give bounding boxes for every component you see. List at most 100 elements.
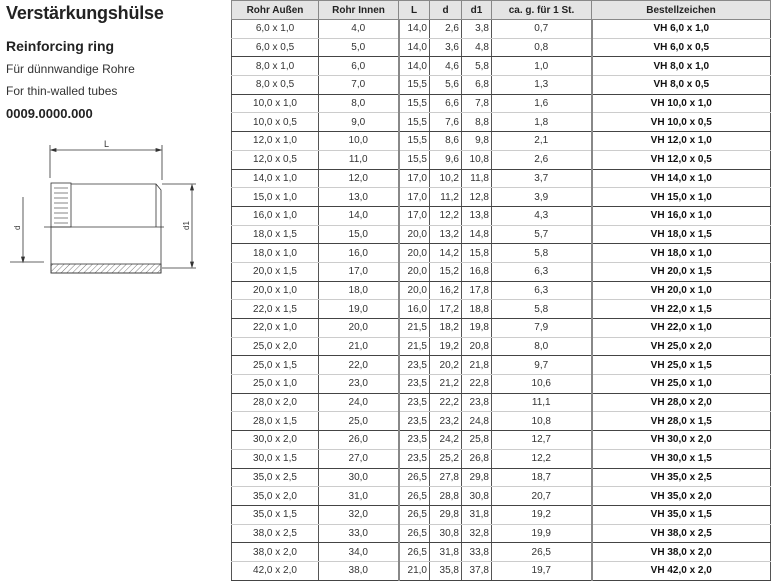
table-row: 18,0 x 1,0 16,0 20,0 14,2 15,8 5,8 VH 18,0 x 1… (231, 243, 771, 263)
table-cell: 17,0 (397, 169, 430, 189)
table-cell: 18,0 (318, 281, 399, 301)
table-cell: 26,5 (397, 486, 430, 506)
table-cell: 35,0 x 1,5 (231, 505, 319, 525)
table-cell: 11,2 (429, 187, 462, 207)
description-en: For thin-walled tubes (6, 84, 118, 98)
table-cell: 15,0 (318, 225, 399, 245)
table-cell: 4,8 (461, 38, 492, 58)
table-cell: 14,0 (397, 19, 430, 39)
table-cell: 33,8 (461, 542, 492, 562)
table-cell: 4,6 (429, 56, 462, 77)
table-cell: 26,0 (318, 430, 399, 450)
table-cell: 6,0 x 1,0 (231, 19, 319, 39)
table-row: 10,0 x 1,0 8,0 15,5 6,6 7,8 1,6 VH 10,0 x 1,0 (231, 94, 771, 114)
table-cell: 9,6 (429, 150, 462, 170)
table-cell: 12,7 (491, 430, 592, 450)
table-cell: 17,0 (397, 187, 430, 207)
table-cell: 1,8 (491, 112, 592, 133)
table-cell: 15,0 x 1,0 (231, 187, 319, 207)
table-cell: 32,0 (318, 505, 399, 525)
table-cell: 23,5 (397, 374, 430, 394)
table-cell: VH 25,0 x 1,5 (590, 355, 771, 376)
table-cell: 18,0 x 1,0 (231, 243, 319, 263)
table-cell: 16,0 (318, 243, 399, 263)
table-cell: 10,8 (461, 150, 492, 170)
table-cell: 6,8 (461, 75, 492, 95)
table-cell: 26,5 (491, 542, 592, 562)
column-header: Rohr Außen (231, 0, 319, 20)
table-cell: 20,0 x 1,0 (231, 281, 319, 301)
table-cell: 15,5 (397, 131, 430, 151)
table-cell: 13,2 (429, 225, 462, 245)
table-cell: 38,0 x 2,5 (231, 524, 319, 544)
table-cell: VH 28,0 x 1,5 (590, 411, 771, 432)
table-cell: 34,0 (318, 542, 399, 562)
table-cell: VH 42,0 x 2,0 (590, 561, 771, 581)
table-cell: 15,5 (397, 94, 430, 114)
table-cell: VH 20,0 x 1,0 (590, 281, 771, 301)
table-row: 12,0 x 1,0 10,0 15,5 8,6 9,8 2,1 VH 12,0 x 1,0 (231, 131, 771, 151)
table-cell: 20,0 (397, 281, 430, 301)
table-cell: 27,0 (318, 449, 399, 469)
table-cell: 35,0 x 2,0 (231, 486, 319, 506)
table-row: 25,0 x 2,0 21,0 21,5 19,2 20,8 8,0 VH 25,0 x 2… (231, 337, 771, 357)
table-cell: 21,5 (397, 318, 430, 338)
table-cell: 20,0 (397, 243, 430, 263)
table-cell: 23,2 (429, 411, 462, 432)
table-cell: 26,5 (397, 468, 430, 488)
table-cell: 17,0 (397, 206, 430, 226)
table-cell: 20,0 (318, 318, 399, 338)
table-cell: 26,8 (461, 449, 492, 469)
table-cell: 29,8 (429, 505, 462, 525)
table-cell: 8,0 (491, 337, 592, 357)
table-cell: VH 38,0 x 2,5 (590, 524, 771, 544)
table-cell: 4,0 (318, 19, 399, 39)
table-row: 35,0 x 2,5 30,0 26,5 27,8 29,8 18,7 VH 35,0 x … (231, 468, 771, 488)
table-cell: 22,8 (461, 374, 492, 394)
table-row: 35,0 x 2,0 31,0 26,5 28,8 30,8 20,7 VH 35,0 x … (231, 486, 771, 506)
table-cell: 10,0 x 0,5 (231, 112, 319, 133)
table-cell: 12,0 (318, 169, 399, 189)
table-cell: 15,5 (397, 150, 430, 170)
table-cell: 28,0 x 2,0 (231, 393, 319, 413)
table-cell: 26,5 (397, 505, 430, 525)
table-row: 16,0 x 1,0 14,0 17,0 12,2 13,8 4,3 VH 16,0 x 1… (231, 206, 771, 226)
table-cell: VH 25,0 x 2,0 (590, 337, 771, 357)
table-cell: 7,0 (318, 75, 399, 95)
table-row: 25,0 x 1,0 23,0 23,5 21,2 22,8 10,6 VH 25,0 x … (231, 374, 771, 394)
table-cell: 23,5 (397, 449, 430, 469)
table-cell: 24,8 (461, 411, 492, 432)
dim-label-d1: d1 (182, 221, 191, 230)
table-cell: 14,0 x 1,0 (231, 169, 319, 189)
table-cell: VH 28,0 x 2,0 (590, 393, 771, 413)
table-cell: VH 35,0 x 1,5 (590, 505, 771, 525)
table-cell: 20,7 (491, 486, 592, 506)
table-row: 28,0 x 2,0 24,0 23,5 22,2 23,8 11,1 VH 28,0 x … (231, 393, 771, 413)
table-cell: 22,0 (318, 355, 399, 376)
table-cell: 30,8 (461, 486, 492, 506)
table-cell: 17,8 (461, 281, 492, 301)
table-cell: 23,5 (397, 430, 430, 450)
table-cell: 8,0 x 1,0 (231, 56, 319, 77)
table-cell: 16,8 (461, 262, 492, 282)
table-cell: 10,0 x 1,0 (231, 94, 319, 114)
table-cell: VH 15,0 x 1,0 (590, 187, 771, 207)
table-cell: VH 18,0 x 1,5 (590, 225, 771, 245)
column-header: d (429, 0, 462, 20)
table-row: 35,0 x 1,5 32,0 26,5 29,8 31,8 19,2 VH 35,0 x … (231, 505, 771, 525)
table-cell: 35,8 (429, 561, 462, 581)
table-cell: 14,0 (397, 38, 430, 58)
table-cell: VH 16,0 x 1,0 (590, 206, 771, 226)
table-cell: 25,0 x 1,5 (231, 355, 319, 376)
table-cell: 18,0 x 1,5 (231, 225, 319, 245)
table-cell: VH 22,0 x 1,0 (590, 318, 771, 338)
table-cell: 19,7 (491, 561, 592, 581)
table-cell: 6,0 (318, 56, 399, 77)
table-cell: 10,6 (491, 374, 592, 394)
table-cell: VH 6,0 x 0,5 (590, 38, 771, 58)
table-cell: VH 8,0 x 1,0 (590, 56, 771, 77)
table-cell: 38,0 x 2,0 (231, 542, 319, 562)
table-cell: VH 10,0 x 1,0 (590, 94, 771, 114)
table-cell: VH 30,0 x 1,5 (590, 449, 771, 469)
